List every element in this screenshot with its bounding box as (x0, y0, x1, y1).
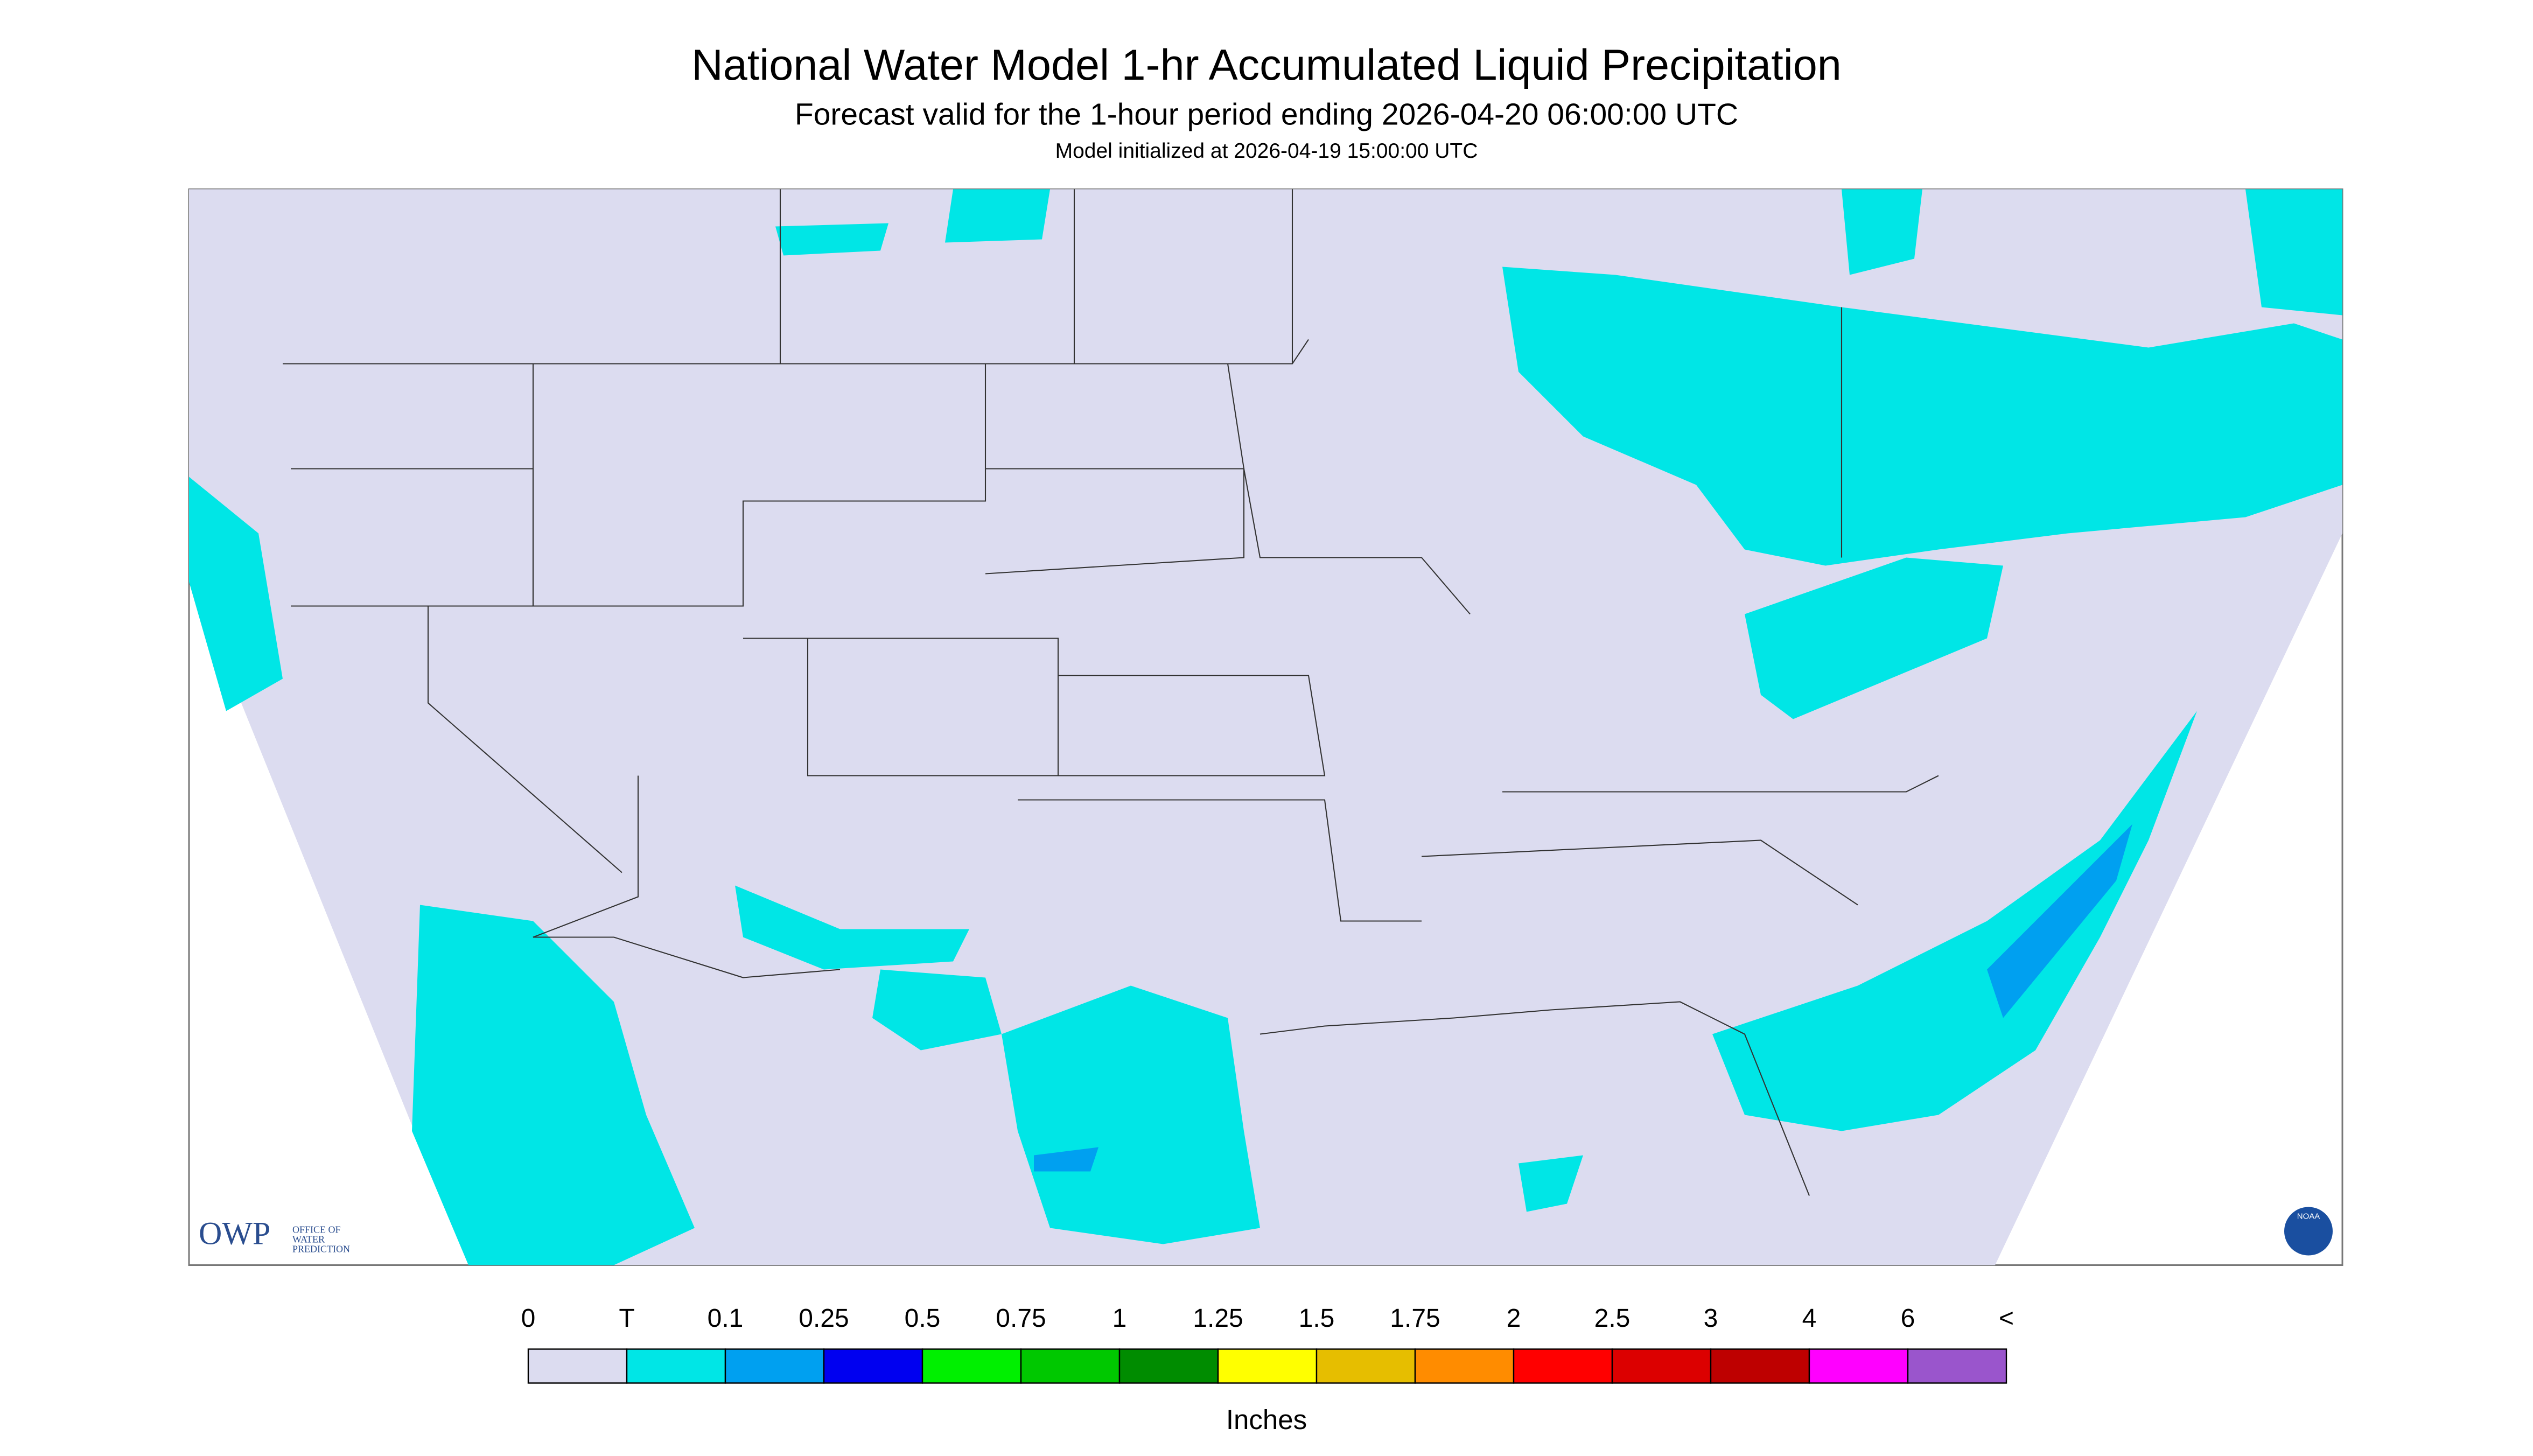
legend-swatch (1118, 1348, 1219, 1384)
init-time: Model initialized at 2026-04-19 15:00:00… (1055, 139, 1478, 163)
legend-unit: Inches (1226, 1404, 1307, 1435)
legend-label: 0.5 (905, 1304, 941, 1333)
legend-label: T (619, 1304, 634, 1333)
legend-swatch (1316, 1348, 1416, 1384)
legend-label: 3 (1704, 1304, 1718, 1333)
legend-swatch (527, 1348, 628, 1384)
legend-label: 1.75 (1390, 1304, 1440, 1333)
boundaries (283, 189, 1939, 1196)
color-legend: 0 T 0.1 0.25 0.5 0.75 1 1.25 1.5 1.75 2 2.5 3 4 6 < (521, 1304, 2014, 1384)
precip-heavier (1034, 824, 2132, 1172)
legend-label: 2.5 (1594, 1304, 1631, 1333)
legend-label: 2 (1507, 1304, 1521, 1333)
owp-subtext-line: OFFICE OF (292, 1224, 341, 1235)
precip-areas (189, 189, 2342, 1265)
legend-swatch (1513, 1348, 1613, 1384)
legend-label: 0.25 (799, 1304, 849, 1333)
legend-swatch (626, 1348, 726, 1384)
legend-label: < (1999, 1304, 2014, 1333)
legend-swatch (921, 1348, 1022, 1384)
legend-swatch (823, 1348, 923, 1384)
noaa-logo-text: NOAA (2297, 1212, 2320, 1221)
legend-label: 1.5 (1299, 1304, 1335, 1333)
owp-logo: OWP (199, 1216, 270, 1251)
owp-subtext-line: PREDICTION (292, 1244, 350, 1255)
legend-swatch (1217, 1348, 1318, 1384)
legend-label: 1 (1112, 1304, 1127, 1333)
legend-label: 0.1 (708, 1304, 744, 1333)
legend-swatch (1907, 1348, 2007, 1384)
subtitle: Forecast valid for the 1-hour period end… (795, 97, 1738, 132)
title: National Water Model 1-hr Accumulated Li… (691, 41, 1842, 89)
legend-swatch (1611, 1348, 1712, 1384)
legend-swatch (724, 1348, 825, 1384)
legend-label: 0 (521, 1304, 536, 1333)
legend-swatch (1020, 1348, 1121, 1384)
noaa-logo (2284, 1207, 2333, 1256)
legend-label: 1.25 (1193, 1304, 1243, 1333)
legend-swatch (1710, 1348, 1810, 1384)
legend-swatch (1414, 1348, 1515, 1384)
legend-label: 0.75 (996, 1304, 1046, 1333)
legend-label: 4 (1802, 1304, 1817, 1333)
owp-subtext-line: WATER (292, 1234, 325, 1245)
legend-label: 6 (1901, 1304, 1915, 1333)
legend-swatch (1808, 1348, 1909, 1384)
